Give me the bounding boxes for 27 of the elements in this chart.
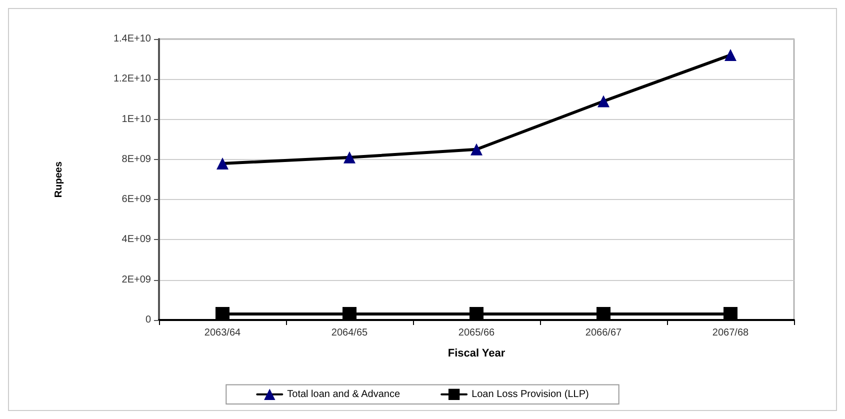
point bbox=[216, 157, 228, 170]
point bbox=[724, 306, 738, 321]
y-tick-label: 2E+09 bbox=[122, 274, 152, 286]
x-tick-label: 2067/68 bbox=[712, 328, 750, 338]
point bbox=[216, 306, 230, 321]
legend-label: Loan Loss Provision (LLP) bbox=[472, 388, 589, 400]
y-axis-title: Rupees bbox=[54, 161, 64, 198]
point bbox=[342, 306, 356, 321]
x-tick-label: 2065/66 bbox=[458, 328, 496, 338]
x-tick-label: 2064/65 bbox=[331, 328, 368, 338]
y-tick-label: 0 bbox=[145, 314, 152, 326]
y-tick-label: 1E+10 bbox=[122, 114, 152, 125]
point bbox=[470, 306, 484, 321]
y-tick-label: 8E+09 bbox=[122, 154, 152, 165]
point bbox=[344, 151, 356, 164]
y-tick-label: 6E+09 bbox=[122, 194, 152, 206]
x-tick-label: 2063/64 bbox=[204, 328, 242, 338]
legend-label: Total loan and & Advance bbox=[287, 388, 400, 400]
point bbox=[470, 143, 482, 156]
point bbox=[724, 49, 736, 62]
point bbox=[596, 306, 610, 321]
y-tick-label: 1.2E+10 bbox=[113, 74, 152, 85]
y-tick-label: 1.4E+10 bbox=[113, 34, 152, 44]
x-tick-label: 2066/67 bbox=[585, 328, 622, 338]
point bbox=[598, 95, 610, 108]
x-axis-title: Fiscal Year bbox=[448, 348, 506, 360]
y-tick-label: 4E+09 bbox=[122, 234, 152, 246]
